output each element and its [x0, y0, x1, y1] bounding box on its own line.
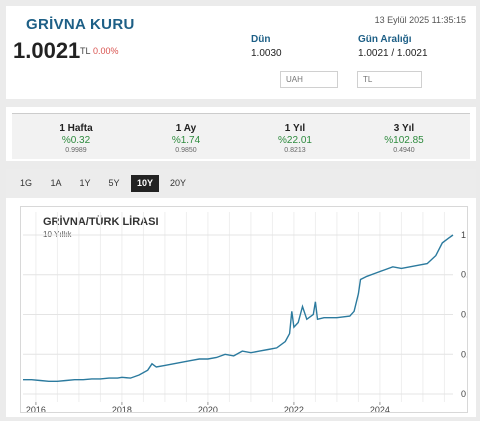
tab-10y[interactable]: 10Y — [131, 175, 159, 192]
x-tick-label: 2018 — [112, 405, 132, 412]
x-tick-label: 2022 — [284, 405, 304, 412]
performance-table: 1 Hafta %0.32 0.9989 1 Ay %1.74 0.9850 1… — [12, 113, 470, 159]
quote-header: GRİVNA KURU 1.0021 TL 0.00% 13 Eylül 202… — [6, 6, 476, 99]
perf-pct: %102.85 — [384, 135, 424, 146]
line-chart: GRİVNA/TÜRK LİRASI 10 Yıllık 00.250.50.7… — [23, 212, 479, 415]
tab-20y[interactable]: 20Y — [169, 178, 186, 188]
y-tick-label: 1 — [461, 230, 466, 240]
perf-col-1w: 1 Hafta %0.32 0.9989 — [26, 113, 126, 154]
perf-label: 1 Yıl — [284, 123, 306, 134]
tab-1y[interactable]: 1Y — [79, 178, 91, 188]
perf-prev: 0.9850 — [175, 147, 197, 154]
y-tick-label: 0.5 — [461, 310, 467, 320]
perf-pct: %1.74 — [171, 135, 201, 146]
x-tick-label: 2024 — [370, 405, 390, 412]
x-tick-label: 2020 — [198, 405, 218, 412]
y-tick-label: 0 — [461, 389, 466, 399]
performance-panel: 1 Hafta %0.32 0.9989 1 Ay %1.74 0.9850 1… — [6, 107, 476, 161]
tab-1a[interactable]: 1A — [50, 178, 62, 188]
y-tick-label: 0.25 — [461, 349, 467, 359]
timestamp: 13 Eylül 2025 11:35:15 — [374, 15, 466, 25]
x-tick-label: 2016 — [26, 405, 46, 412]
tab-1g[interactable]: 1G — [19, 178, 32, 188]
perf-col-3y: 3 Yıl %102.85 0.4940 — [354, 113, 454, 154]
tl-amount-input[interactable] — [357, 71, 422, 88]
prev-close-label: Dün — [251, 34, 271, 45]
perf-prev: 0.4940 — [393, 147, 415, 154]
chart-area: GRİVNA/TÜRK LİRASI 10 Yıllık 00.250.50.7… — [20, 206, 479, 415]
prev-close-value: 1.0030 — [251, 48, 282, 59]
price-unit: TL — [80, 46, 91, 56]
chart-panel: 1G 1A 1Y 5Y 10Y 20Y GRİVNA/TÜRK LİRASI 1… — [6, 169, 479, 417]
current-price: 1.0021 — [13, 38, 81, 63]
tab-5y[interactable]: 5Y — [108, 178, 120, 188]
range-tabs: 1G 1A 1Y 5Y 10Y 20Y — [6, 169, 476, 198]
perf-prev: 0.8213 — [284, 147, 306, 154]
price-change: 0.00% — [93, 46, 119, 56]
perf-label: 3 Yıl — [393, 123, 415, 134]
perf-prev: 0.9989 — [65, 147, 87, 154]
page-title: GRİVNA KURU — [26, 16, 135, 33]
day-range-value: 1.0021 / 1.0021 — [358, 48, 428, 59]
perf-label: 1 Ay — [175, 123, 197, 134]
divider — [12, 113, 470, 114]
series-line — [23, 234, 454, 382]
y-tick-label: 0.75 — [461, 270, 467, 280]
perf-pct: %22.01 — [278, 135, 312, 146]
day-range-label: Gün Aralığı — [358, 34, 412, 45]
perf-col-1y: 1 Yıl %22.01 0.8213 — [245, 113, 345, 154]
perf-label: 1 Hafta — [59, 123, 93, 134]
perf-col-1m: 1 Ay %1.74 0.9850 — [136, 113, 236, 154]
uah-amount-input[interactable] — [280, 71, 338, 88]
perf-pct: %0.32 — [61, 135, 91, 146]
